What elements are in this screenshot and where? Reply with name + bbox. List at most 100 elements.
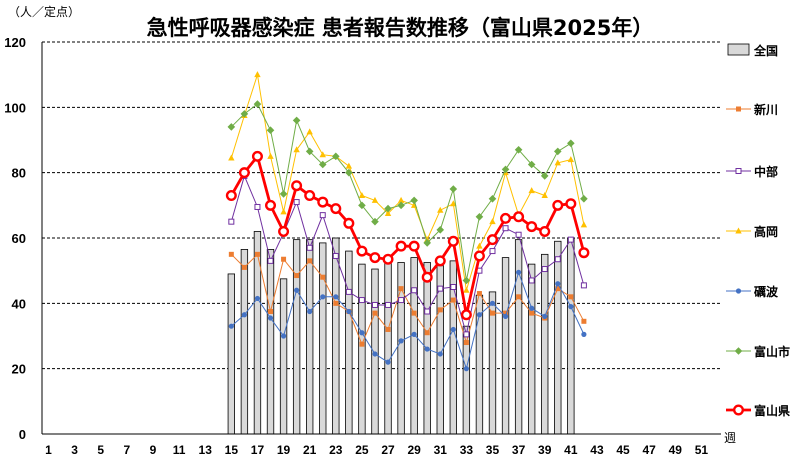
x-tick-label: 29 — [407, 443, 421, 457]
data-point — [539, 225, 551, 237]
data-point — [463, 286, 470, 293]
data-point — [398, 297, 405, 304]
bar-zenkoku — [527, 263, 536, 435]
data-point — [513, 211, 525, 223]
data-point — [279, 190, 288, 198]
line-series — [228, 269, 587, 372]
data-point — [228, 218, 235, 225]
data-point — [238, 167, 250, 179]
data-point — [489, 310, 495, 316]
axes — [41, 42, 721, 435]
data-point — [408, 240, 420, 252]
data-point — [488, 195, 497, 203]
legend-swatch — [727, 43, 750, 56]
legend-item: 中部 — [726, 164, 778, 179]
data-point — [280, 333, 287, 339]
data-point — [410, 196, 418, 205]
data-point — [580, 221, 588, 228]
data-point — [397, 201, 405, 210]
data-point — [437, 307, 443, 313]
bar-zenkoku — [358, 263, 366, 435]
data-point — [567, 139, 575, 148]
data-point — [228, 251, 234, 257]
x-tick-label: 5 — [97, 443, 104, 457]
data-point — [369, 252, 381, 264]
bar-zenkoku — [306, 239, 314, 435]
legend-label: 礪波 — [754, 284, 779, 299]
x-axis-unit-label: 週 — [724, 431, 736, 445]
data-point — [320, 274, 326, 280]
data-point — [554, 159, 561, 166]
data-point — [395, 240, 407, 252]
data-point — [254, 203, 261, 210]
legend-label: 高岡 — [754, 224, 778, 239]
legend-marker — [735, 288, 742, 294]
data-point — [280, 208, 287, 215]
legend-marker — [733, 404, 745, 416]
legend-item: 全国 — [727, 43, 778, 58]
data-point — [240, 110, 249, 118]
data-point — [424, 346, 430, 352]
data-point — [437, 285, 444, 292]
data-point — [293, 146, 300, 153]
data-point — [424, 308, 431, 315]
data-point — [528, 277, 535, 284]
legend-item: 富山県 — [726, 403, 790, 418]
data-point — [305, 147, 314, 156]
data-point — [581, 318, 587, 324]
data-point — [371, 301, 378, 308]
data-point — [281, 256, 287, 262]
data-point — [450, 326, 456, 333]
data-point — [266, 126, 275, 134]
bar-series-zenkoku — [227, 231, 575, 435]
data-point — [372, 310, 378, 316]
data-point — [462, 276, 471, 285]
data-point — [267, 315, 274, 321]
data-point — [317, 196, 329, 208]
data-point — [382, 253, 394, 265]
data-point — [319, 212, 326, 219]
bar-zenkoku — [253, 231, 262, 435]
data-point — [267, 257, 274, 264]
data-point — [318, 160, 327, 169]
data-point — [411, 331, 417, 337]
x-tick-label: 21 — [303, 443, 317, 457]
bar-zenkoku — [279, 278, 288, 435]
data-point — [332, 252, 339, 259]
y-tick-label: 120 — [4, 35, 26, 50]
x-tick-label: 25 — [355, 443, 369, 457]
bar-zenkoku — [501, 257, 510, 435]
data-point — [254, 251, 260, 257]
bar-zenkoku — [554, 240, 562, 435]
data-point — [501, 165, 510, 174]
data-point — [304, 190, 316, 202]
data-point — [552, 199, 564, 211]
data-point — [358, 192, 366, 199]
x-tick-label: 31 — [434, 443, 448, 457]
data-point — [254, 71, 261, 78]
bar-zenkoku — [319, 242, 327, 435]
data-point — [343, 217, 355, 229]
data-point — [516, 269, 522, 275]
data-point — [527, 160, 536, 169]
legend-item: 礪波 — [726, 284, 779, 299]
data-point — [319, 151, 326, 158]
data-point — [384, 204, 392, 213]
data-point — [371, 196, 379, 203]
data-point — [268, 309, 274, 314]
legend-marker — [735, 168, 742, 174]
y-tick-label: 100 — [4, 100, 26, 115]
data-point — [421, 271, 433, 283]
data-point — [541, 192, 548, 199]
data-point — [502, 225, 509, 232]
data-point — [553, 147, 562, 156]
x-tick-label: 47 — [643, 443, 657, 457]
data-point — [359, 330, 365, 336]
data-point — [307, 308, 313, 315]
data-point — [502, 313, 509, 319]
data-point — [555, 281, 561, 287]
x-tick-label: 7 — [124, 443, 131, 457]
data-point — [565, 198, 577, 210]
data-point — [529, 305, 535, 311]
